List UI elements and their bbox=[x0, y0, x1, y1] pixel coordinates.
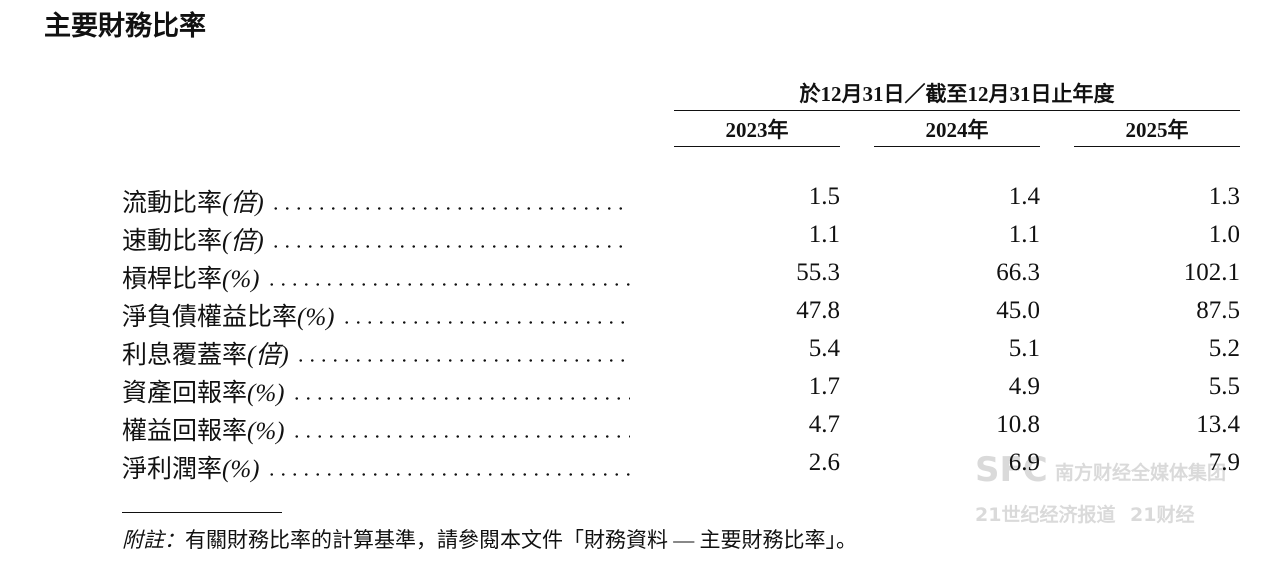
ratio-name: 速動比率 bbox=[122, 228, 223, 255]
period-header: 於12月31日／截至12月31日止年度 bbox=[799, 82, 1115, 106]
ratio-name: 流動比率 bbox=[122, 190, 223, 217]
cell-value: 102.1 bbox=[1183, 259, 1240, 286]
cell-value: 45.0 bbox=[996, 297, 1040, 324]
cell-value: 1.5 bbox=[808, 183, 840, 210]
cell-value: 47.8 bbox=[796, 297, 840, 324]
cell-value: 1.3 bbox=[1208, 183, 1240, 210]
cell-value: 66.3 bbox=[996, 259, 1040, 286]
cell-value: 4.7 bbox=[808, 411, 840, 438]
cell-value: 6.9 bbox=[1008, 449, 1040, 476]
ratio-name: 資產回報率 bbox=[122, 380, 248, 407]
dot-leader bbox=[340, 321, 630, 324]
ratio-name: 淨利潤率 bbox=[122, 456, 223, 483]
cell-value: 13.4 bbox=[1196, 411, 1240, 438]
cell-value: 5.1 bbox=[1008, 335, 1040, 362]
ratio-name: 權益回報率 bbox=[122, 418, 248, 445]
dot-leader bbox=[269, 245, 630, 248]
column-rule bbox=[1074, 146, 1240, 147]
title: 主要財務比率 bbox=[44, 11, 206, 42]
year-header: 2025年 bbox=[1125, 118, 1189, 142]
row-label: 淨利潤率(%) bbox=[122, 449, 260, 485]
cell-value: 7.9 bbox=[1208, 449, 1240, 476]
ratio-unit: (%) bbox=[297, 304, 335, 331]
row-label: 流動比率(倍) bbox=[122, 183, 264, 219]
cell-value: 5.4 bbox=[808, 335, 840, 362]
cell-value: 1.4 bbox=[1008, 183, 1040, 210]
cell-value: 1.1 bbox=[1008, 221, 1040, 248]
footnote-text: 有關財務比率的計算基準，請參閱本文件「財務資料 — 主要財務比率」。 bbox=[185, 528, 857, 552]
footnote: 附註：有關財務比率的計算基準，請參閱本文件「財務資料 — 主要財務比率」。 bbox=[122, 524, 857, 554]
dot-leader bbox=[290, 397, 630, 400]
ratio-name: 利息覆蓋率 bbox=[122, 342, 248, 369]
ratio-unit: (%) bbox=[222, 266, 260, 293]
ratio-unit: (%) bbox=[222, 456, 260, 483]
row-label: 淨負債權益比率(%) bbox=[122, 297, 335, 333]
watermark: 南方财经全媒体集团 bbox=[1055, 462, 1227, 484]
cell-value: 1.7 bbox=[808, 373, 840, 400]
watermark: 21世纪经济报道 bbox=[975, 504, 1116, 526]
dot-leader bbox=[294, 359, 630, 362]
row-label: 速動比率(倍) bbox=[122, 221, 264, 257]
dot-leader bbox=[265, 283, 630, 286]
cell-value: 10.8 bbox=[996, 411, 1040, 438]
cell-value: 1.0 bbox=[1208, 221, 1240, 248]
row-label: 利息覆蓋率(倍) bbox=[122, 335, 289, 371]
column-rule bbox=[874, 146, 1040, 147]
cell-value: 5.5 bbox=[1208, 373, 1240, 400]
cell-value: 87.5 bbox=[1196, 297, 1240, 324]
watermark: SFC bbox=[975, 450, 1048, 490]
cell-value: 55.3 bbox=[796, 259, 840, 286]
ratio-unit: (%) bbox=[247, 380, 285, 407]
dot-leader bbox=[290, 435, 630, 438]
ratio-name: 槓桿比率 bbox=[122, 266, 223, 293]
year-header: 2024年 bbox=[925, 118, 989, 142]
header-rule bbox=[674, 110, 1240, 111]
ratio-unit: (倍) bbox=[222, 190, 264, 217]
dot-leader bbox=[265, 473, 630, 476]
cell-value: 2.6 bbox=[808, 449, 840, 476]
dot-leader bbox=[269, 207, 630, 210]
ratio-name: 淨負債權益比率 bbox=[122, 304, 298, 331]
year-header: 2023年 bbox=[725, 118, 789, 142]
row-label: 權益回報率(%) bbox=[122, 411, 285, 447]
row-label: 資產回報率(%) bbox=[122, 373, 285, 409]
ratio-unit: (%) bbox=[247, 418, 285, 445]
footnote-rule bbox=[122, 512, 282, 513]
cell-value: 5.2 bbox=[1208, 335, 1240, 362]
watermark: 21财经 bbox=[1130, 504, 1195, 526]
ratio-unit: (倍) bbox=[222, 228, 264, 255]
cell-value: 1.1 bbox=[808, 221, 840, 248]
column-rule bbox=[674, 146, 840, 147]
ratio-unit: (倍) bbox=[247, 342, 289, 369]
footnote-label: 附註： bbox=[122, 528, 185, 552]
cell-value: 4.9 bbox=[1008, 373, 1040, 400]
row-label: 槓桿比率(%) bbox=[122, 259, 260, 295]
